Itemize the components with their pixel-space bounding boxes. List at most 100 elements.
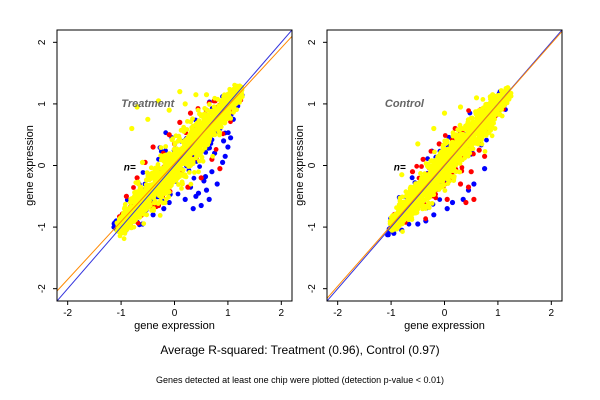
control-point xyxy=(471,120,477,126)
control-point xyxy=(442,133,448,138)
control-point xyxy=(400,229,405,235)
treatment-point xyxy=(209,169,215,175)
control-point xyxy=(429,188,434,194)
control-point xyxy=(431,212,437,218)
control-point xyxy=(450,130,456,136)
control-point xyxy=(423,216,428,222)
treatment-point xyxy=(175,175,181,181)
treatment-point xyxy=(168,182,174,188)
treatment-point xyxy=(222,119,228,125)
control-point xyxy=(499,103,505,109)
control-point xyxy=(435,182,440,188)
control-point xyxy=(482,166,488,172)
treatment-point xyxy=(192,170,197,175)
treatment-point xyxy=(163,196,169,202)
treatment-point xyxy=(132,190,137,195)
treatment-point xyxy=(234,83,240,89)
treatment-point xyxy=(121,217,127,223)
control-point xyxy=(453,154,459,160)
treatment-point xyxy=(173,152,179,157)
treatment-point xyxy=(162,191,168,197)
control-point xyxy=(439,173,444,178)
control-point xyxy=(415,141,421,147)
control-point xyxy=(441,152,447,157)
control-point xyxy=(457,127,462,133)
treatment-point xyxy=(176,138,182,144)
treatment-plot-area xyxy=(57,30,292,301)
control-point xyxy=(420,182,426,188)
control-point xyxy=(486,125,492,131)
control-point xyxy=(423,206,428,211)
treatment-point xyxy=(187,138,193,144)
control-point xyxy=(484,118,490,124)
control-point xyxy=(409,169,416,175)
control-point xyxy=(505,91,511,97)
control-point xyxy=(441,110,448,116)
control-point xyxy=(409,175,415,181)
control-point xyxy=(488,96,493,102)
treatment-point xyxy=(152,198,158,204)
control-point xyxy=(419,177,425,182)
treatment-point xyxy=(196,118,202,123)
treatment-point xyxy=(192,150,198,156)
treatment-point xyxy=(147,202,153,208)
treatment-point xyxy=(227,86,233,92)
treatment-point xyxy=(134,175,140,181)
control-point xyxy=(460,137,465,143)
control-point xyxy=(423,175,429,181)
control-point xyxy=(399,172,405,178)
treatment-point xyxy=(169,137,175,143)
treatment-point xyxy=(177,89,183,95)
control-point xyxy=(466,126,471,132)
control-point xyxy=(407,211,413,217)
treatment-point xyxy=(189,134,195,140)
treatment-point xyxy=(195,122,201,127)
treatment-point xyxy=(182,172,188,178)
control-point xyxy=(489,133,495,139)
treatment-point xyxy=(234,107,240,113)
control-panel: Control n= -2 -1 0 1 2 -2 -1 0 1 2 gene expression ge… xyxy=(294,29,563,332)
treatment-point xyxy=(167,153,173,159)
treatment-point xyxy=(203,187,210,193)
control-point xyxy=(442,138,448,144)
control-x-tick-label: 0 xyxy=(442,308,448,319)
treatment-point xyxy=(188,181,194,187)
control-point xyxy=(422,171,428,177)
treatment-point xyxy=(226,108,231,114)
treatment-point xyxy=(206,138,212,143)
treatment-point xyxy=(161,206,167,212)
treatment-panel-title: Treatment xyxy=(121,98,175,110)
treatment-point xyxy=(209,130,214,135)
control-point xyxy=(402,202,408,208)
treatment-point xyxy=(140,170,146,175)
control-point xyxy=(451,147,456,152)
control-y-tick-label: 1 xyxy=(307,101,318,107)
treatment-point xyxy=(135,220,141,226)
control-point xyxy=(457,104,464,110)
treatment-y-tick-label: -2 xyxy=(37,284,48,293)
treatment-reference-line-0 xyxy=(57,30,292,301)
treatment-point xyxy=(196,169,201,175)
treatment-point xyxy=(204,115,210,121)
treatment-y-tick-label: 0 xyxy=(37,162,48,168)
treatment-point xyxy=(175,191,181,197)
treatment-point xyxy=(217,115,223,121)
control-y-axis-label: gene expression xyxy=(294,125,306,206)
control-point xyxy=(385,232,390,238)
treatment-point xyxy=(233,90,239,96)
treatment-point xyxy=(198,128,203,133)
treatment-point xyxy=(165,158,171,164)
treatment-point xyxy=(217,166,223,172)
treatment-point xyxy=(225,144,231,150)
control-point xyxy=(432,149,437,155)
treatment-point xyxy=(131,185,136,190)
control-point xyxy=(482,128,488,134)
control-point xyxy=(479,141,485,147)
control-point xyxy=(434,159,440,165)
treatment-point xyxy=(144,177,150,183)
treatment-point xyxy=(138,185,144,191)
control-point xyxy=(427,170,433,175)
treatment-point xyxy=(181,129,187,134)
treatment-point xyxy=(183,161,189,167)
